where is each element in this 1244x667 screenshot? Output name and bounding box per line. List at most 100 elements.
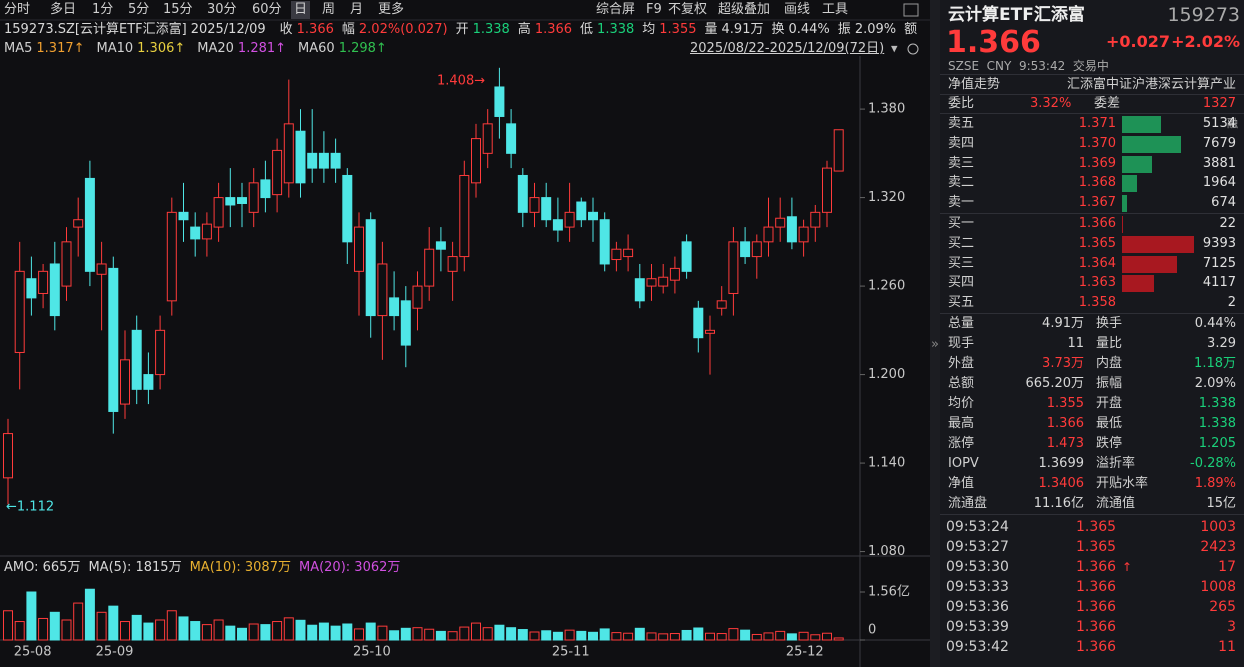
toolbar-tab[interactable]: 15分 — [163, 2, 193, 17]
ma-value: 1.317↑ — [36, 41, 85, 56]
volume-bar — [190, 621, 201, 641]
date-range: 2025/08/22-2025/12/09(72日) — [690, 41, 885, 56]
book-bar — [1122, 155, 1152, 173]
stat-value: 2.09% — [1194, 376, 1236, 391]
book-label: 买五 — [948, 295, 975, 311]
toolbar-button[interactable]: 工具 — [822, 2, 849, 17]
ma-label: MA5 — [4, 41, 33, 56]
trade-arrow: ↑ — [1122, 560, 1133, 574]
book-volume: 1964 — [1202, 175, 1236, 191]
ma-value: 1.298↑ — [338, 41, 387, 56]
volume-bar — [283, 617, 294, 641]
candle-body — [354, 226, 364, 272]
candle-body — [494, 86, 505, 117]
stat-value: 1.473 — [1046, 436, 1084, 451]
settings-icon[interactable] — [907, 43, 919, 55]
volume-bar — [658, 633, 669, 641]
candle-body — [623, 248, 634, 258]
book-price: 1.368 — [1078, 175, 1116, 191]
book-label: 买四 — [948, 275, 975, 291]
trade-time: 09:53:33 — [946, 579, 1009, 595]
toolbar-tab[interactable]: 日 — [291, 1, 311, 19]
volume-bar — [342, 623, 353, 641]
toolbar-tab[interactable]: 多日 — [50, 2, 77, 17]
market-meta: SZSE CNY 9:53:42 交易中 — [948, 59, 1109, 73]
stat-value: 1.355 — [1046, 396, 1084, 411]
candle-body — [740, 241, 751, 258]
stat-label: 最低 — [1096, 416, 1123, 431]
stat-value: 665.20万 — [1025, 376, 1085, 391]
candle-body — [120, 359, 130, 405]
volume-bar — [295, 619, 306, 641]
toolbar-button[interactable]: 综合屏 — [596, 2, 636, 17]
collapse-icon[interactable]: » — [931, 337, 939, 352]
volume-bar — [810, 634, 821, 641]
weibi-label: 委比 — [948, 96, 975, 111]
candle-body — [541, 197, 552, 221]
candle-body — [564, 211, 575, 228]
candle-body — [330, 152, 341, 169]
candle-body — [318, 152, 329, 169]
info-label: 换 — [771, 22, 785, 37]
volume-bar — [763, 632, 774, 641]
tab[interactable]: 汇添富中证沪港深云计算产业 — [1066, 77, 1236, 92]
weicha-label: 委差 — [1094, 96, 1121, 111]
trade-volume: 11 — [1218, 639, 1236, 655]
toolbar-tab[interactable]: 1分 — [92, 2, 114, 17]
volume-bar — [552, 631, 563, 641]
volume-bar — [822, 632, 832, 641]
candle-body — [646, 278, 657, 287]
info-label: 低 — [580, 22, 594, 37]
book-price: 1.369 — [1078, 155, 1116, 171]
toolbar-button[interactable]: 不复权 — [668, 2, 708, 17]
toolbar-button[interactable]: F9 — [646, 2, 662, 17]
toolbar-tab[interactable]: 月 — [350, 2, 364, 17]
toolbar-tab[interactable]: 分时 — [4, 2, 31, 17]
volume-bar — [38, 617, 49, 641]
tab[interactable]: 净值走势 — [948, 77, 1001, 92]
stat-label: 流通值 — [1096, 496, 1136, 511]
candle-body — [517, 174, 528, 213]
volume-bar — [775, 630, 786, 641]
toolbar-tab[interactable]: 60分 — [252, 2, 282, 17]
book-bar — [1122, 255, 1177, 273]
volume-bar — [389, 630, 400, 641]
candle-body — [283, 123, 294, 184]
toolbar-tab[interactable]: 5分 — [128, 2, 150, 17]
trade-volume: 2423 — [1200, 539, 1236, 555]
toolbar-tab[interactable]: 30分 — [207, 2, 237, 17]
toolbar-button[interactable]: 画线 — [784, 2, 811, 17]
dropdown-icon[interactable]: ▾ — [891, 42, 898, 57]
stat-label: 涨停 — [948, 436, 975, 451]
volume-bar — [588, 631, 598, 641]
candle-body — [763, 226, 774, 243]
candle-body — [237, 197, 247, 204]
toolbar-icon[interactable] — [903, 3, 919, 17]
volume-legend-item: MA(5): 1815万 — [88, 560, 182, 575]
volume-bar — [61, 619, 72, 641]
volume-bar — [131, 614, 142, 641]
volume-bar — [26, 591, 37, 641]
volume-bar — [330, 625, 341, 641]
volume-bar — [611, 632, 622, 641]
y-tick-label: 1.380 — [868, 102, 905, 117]
toolbar-tab[interactable]: 更多 — [378, 2, 405, 17]
volume-bar — [3, 610, 13, 641]
candle-body — [400, 300, 411, 346]
book-bar — [1122, 116, 1162, 133]
toolbar-tab[interactable]: 周 — [322, 2, 336, 17]
book-label: 卖五 — [948, 116, 975, 131]
candle-body — [178, 211, 189, 221]
volume-bar — [84, 588, 95, 641]
price-change: +0.027 — [1106, 32, 1171, 51]
volume-bar — [471, 622, 481, 641]
book-bar — [1122, 275, 1154, 293]
volume-bar — [482, 627, 493, 641]
toolbar-button[interactable]: 超级叠加 — [718, 2, 771, 17]
candle-body — [435, 241, 446, 250]
candle-body — [14, 270, 25, 353]
stat-value: 3.29 — [1207, 336, 1236, 351]
book-price: 1.358 — [1078, 295, 1116, 311]
stat-value: 1.3406 — [1038, 476, 1085, 491]
volume-legend-item: MA(20): 3062万 — [298, 560, 401, 575]
